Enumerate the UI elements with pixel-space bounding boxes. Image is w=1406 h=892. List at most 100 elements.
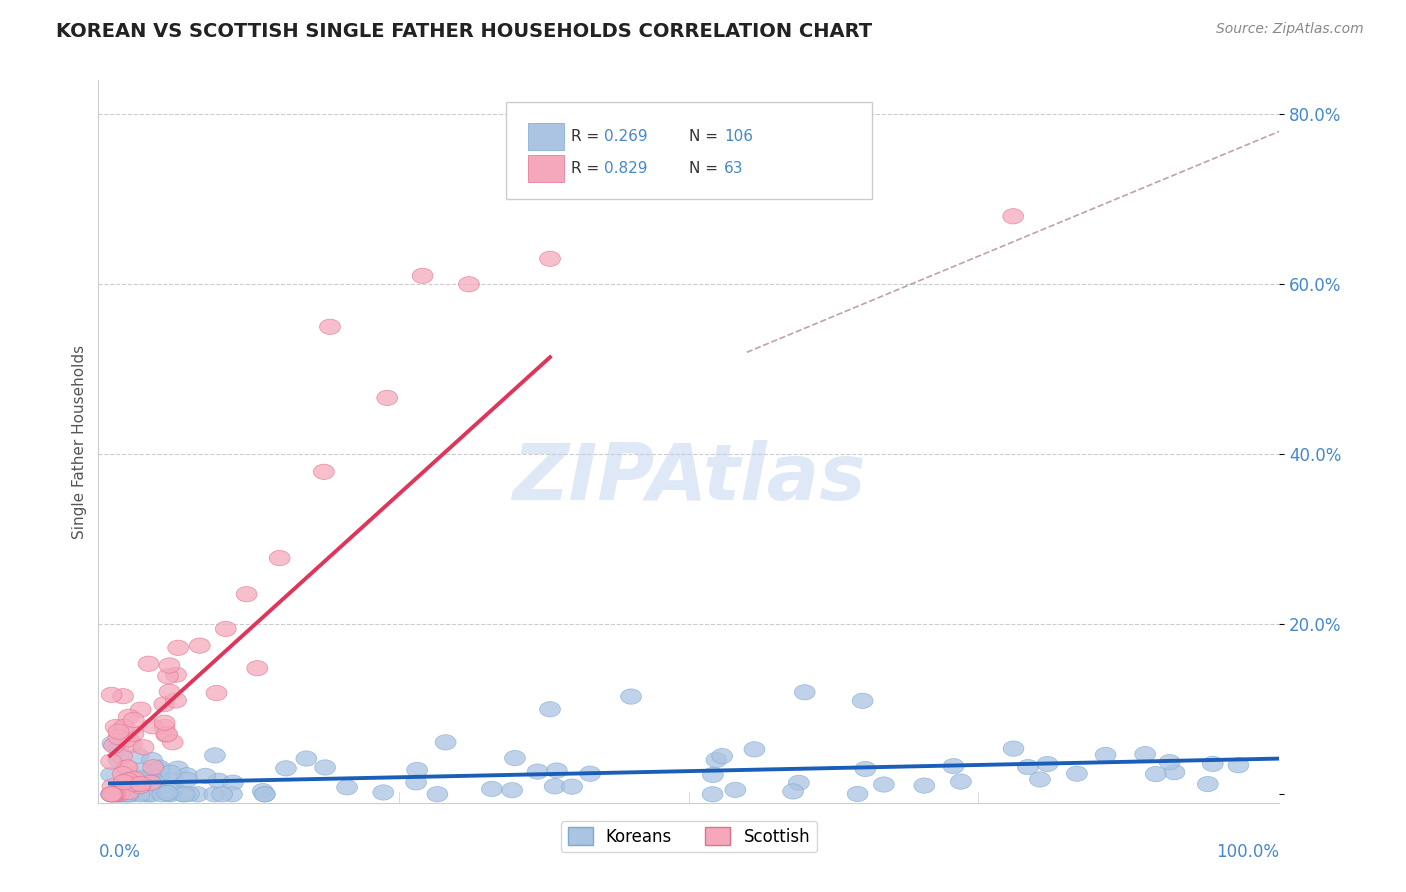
- Y-axis label: Single Father Households: Single Father Households: [72, 344, 87, 539]
- Ellipse shape: [377, 390, 398, 406]
- Ellipse shape: [254, 787, 276, 802]
- FancyBboxPatch shape: [529, 155, 564, 182]
- Ellipse shape: [141, 775, 162, 790]
- Ellipse shape: [190, 638, 209, 653]
- Ellipse shape: [336, 780, 357, 795]
- Ellipse shape: [117, 787, 138, 802]
- Ellipse shape: [172, 787, 193, 802]
- Ellipse shape: [1002, 209, 1024, 224]
- Ellipse shape: [436, 735, 456, 750]
- Ellipse shape: [129, 787, 149, 802]
- Ellipse shape: [1029, 772, 1050, 787]
- Ellipse shape: [873, 777, 894, 792]
- Ellipse shape: [1135, 747, 1156, 762]
- Ellipse shape: [124, 776, 145, 791]
- Ellipse shape: [128, 748, 149, 764]
- Ellipse shape: [149, 760, 170, 775]
- Ellipse shape: [124, 726, 143, 741]
- Ellipse shape: [177, 772, 197, 788]
- Text: R =: R =: [571, 161, 605, 176]
- Ellipse shape: [163, 780, 184, 796]
- Ellipse shape: [783, 784, 804, 799]
- Ellipse shape: [127, 785, 148, 800]
- FancyBboxPatch shape: [529, 123, 564, 150]
- Ellipse shape: [129, 779, 150, 794]
- Ellipse shape: [187, 787, 208, 802]
- Ellipse shape: [1067, 766, 1087, 781]
- Ellipse shape: [319, 319, 340, 334]
- Ellipse shape: [155, 719, 174, 735]
- Ellipse shape: [481, 781, 502, 797]
- Ellipse shape: [252, 783, 273, 798]
- Ellipse shape: [852, 693, 873, 708]
- Text: Source: ZipAtlas.com: Source: ZipAtlas.com: [1216, 22, 1364, 37]
- Ellipse shape: [159, 783, 180, 798]
- Ellipse shape: [134, 787, 155, 802]
- Text: N =: N =: [689, 128, 723, 144]
- Ellipse shape: [104, 787, 124, 802]
- Ellipse shape: [111, 787, 132, 802]
- Ellipse shape: [101, 687, 122, 703]
- Ellipse shape: [427, 787, 447, 802]
- Ellipse shape: [108, 730, 129, 745]
- Ellipse shape: [215, 621, 236, 637]
- Ellipse shape: [1146, 766, 1166, 781]
- Ellipse shape: [148, 778, 169, 793]
- Ellipse shape: [1002, 741, 1024, 756]
- Ellipse shape: [110, 787, 131, 802]
- Ellipse shape: [114, 719, 135, 735]
- Ellipse shape: [118, 772, 138, 788]
- Ellipse shape: [166, 693, 187, 708]
- Ellipse shape: [111, 748, 132, 764]
- Ellipse shape: [502, 782, 523, 797]
- Ellipse shape: [142, 719, 163, 734]
- Ellipse shape: [711, 748, 733, 764]
- Ellipse shape: [101, 754, 121, 769]
- Ellipse shape: [103, 787, 122, 802]
- Ellipse shape: [112, 689, 134, 704]
- FancyBboxPatch shape: [506, 102, 872, 200]
- Ellipse shape: [412, 268, 433, 284]
- Ellipse shape: [943, 758, 965, 773]
- Ellipse shape: [108, 753, 129, 768]
- Ellipse shape: [1160, 755, 1180, 770]
- Ellipse shape: [101, 787, 122, 802]
- Ellipse shape: [160, 787, 181, 802]
- Ellipse shape: [131, 702, 150, 717]
- Ellipse shape: [142, 752, 163, 768]
- Ellipse shape: [104, 738, 125, 754]
- Text: 0.0%: 0.0%: [98, 843, 141, 861]
- Ellipse shape: [1227, 757, 1249, 772]
- Ellipse shape: [105, 787, 127, 802]
- Ellipse shape: [789, 775, 810, 790]
- Text: 63: 63: [724, 161, 744, 176]
- Ellipse shape: [131, 776, 150, 791]
- Ellipse shape: [156, 726, 177, 741]
- Ellipse shape: [105, 786, 125, 801]
- Ellipse shape: [315, 760, 336, 775]
- Ellipse shape: [1095, 747, 1116, 763]
- Ellipse shape: [108, 783, 129, 798]
- Text: N =: N =: [689, 161, 723, 176]
- Ellipse shape: [122, 772, 143, 787]
- Ellipse shape: [131, 763, 152, 778]
- Ellipse shape: [179, 786, 200, 802]
- Ellipse shape: [152, 787, 173, 802]
- Ellipse shape: [236, 587, 257, 602]
- Ellipse shape: [295, 751, 316, 766]
- Ellipse shape: [1018, 759, 1038, 775]
- Ellipse shape: [406, 763, 427, 778]
- Ellipse shape: [118, 787, 139, 802]
- Ellipse shape: [118, 731, 139, 747]
- Ellipse shape: [540, 702, 561, 717]
- Ellipse shape: [725, 782, 745, 797]
- Text: 0.829: 0.829: [605, 161, 647, 176]
- Text: 0.269: 0.269: [605, 128, 648, 144]
- Ellipse shape: [458, 277, 479, 292]
- Ellipse shape: [157, 786, 179, 801]
- Ellipse shape: [143, 760, 163, 775]
- Ellipse shape: [108, 741, 129, 756]
- Ellipse shape: [134, 739, 155, 755]
- Ellipse shape: [1198, 776, 1218, 792]
- Ellipse shape: [117, 787, 136, 802]
